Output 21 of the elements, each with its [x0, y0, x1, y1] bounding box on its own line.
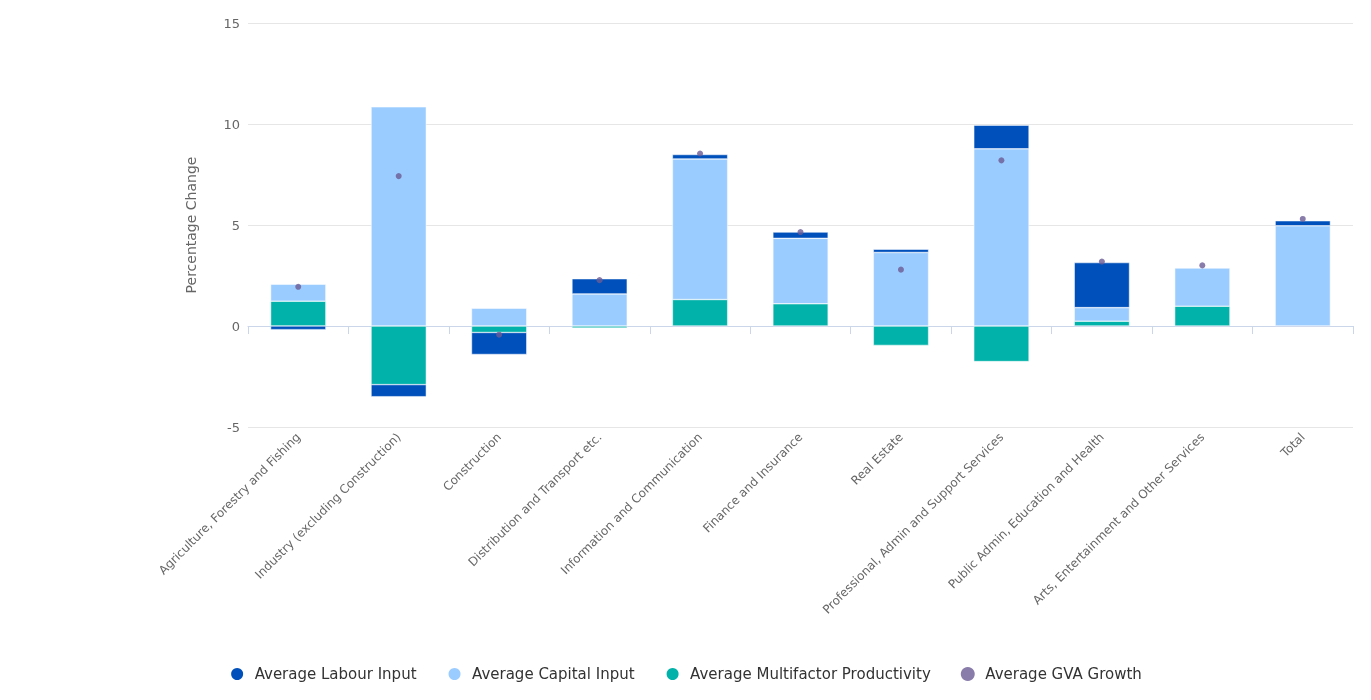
legend-label: Average Capital Input	[472, 665, 635, 683]
point	[295, 283, 302, 290]
y-axis-title: Percentage Change	[183, 156, 199, 294]
y-tick-label: -5	[227, 419, 240, 435]
point	[1299, 215, 1306, 222]
point	[395, 173, 402, 180]
point	[998, 157, 1005, 164]
point	[697, 150, 704, 157]
point	[897, 266, 904, 273]
legend-label: Average Labour Input	[254, 665, 417, 683]
point	[1098, 258, 1105, 265]
y-tick-label: 15	[223, 15, 240, 31]
legend-label: Average Multifactor Productivity	[690, 665, 931, 683]
point	[1199, 262, 1206, 269]
y-tick-label: 0	[231, 318, 240, 334]
y-tick-label: 10	[223, 116, 240, 132]
legend-label: Average GVA Growth	[985, 665, 1142, 683]
point	[596, 277, 603, 284]
point	[496, 331, 503, 338]
y-tick-label: 5	[231, 217, 240, 233]
point	[797, 229, 804, 236]
